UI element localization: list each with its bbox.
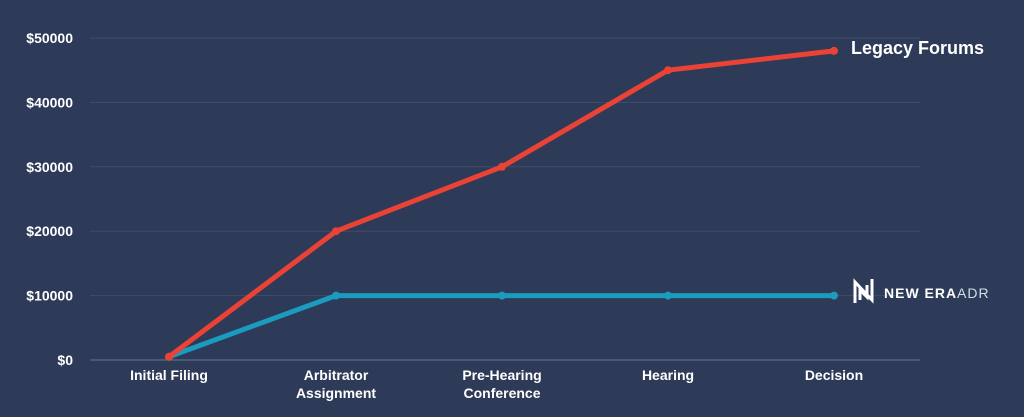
y-tick-label: $30000 [26,159,73,175]
grid-lines [90,37,920,361]
data-point [664,66,672,75]
x-axis-ticks: Initial Filing Arbitrator Assignment Pre-He… [130,367,863,401]
data-point [332,227,340,236]
data-point [830,291,838,300]
y-tick-label: $10000 [26,288,73,304]
data-point [165,352,173,361]
logo-text-adr: ADR [957,285,990,301]
y-tick-label: $0 [57,352,73,368]
data-point [664,291,672,300]
data-point [498,162,506,171]
data-point [830,46,838,55]
data-point [332,291,340,300]
x-tick-label: Hearing [642,367,694,383]
series-lines [165,46,838,361]
y-axis-ticks: $0 $10000 $20000 $30000 $40000 $50000 [26,30,73,368]
x-tick-label: Decision [805,367,863,383]
y-tick-label: $40000 [26,94,73,110]
series-label-legacy-forums: Legacy Forums [851,38,984,58]
y-tick-label: $50000 [26,30,73,46]
x-tick-label: Initial Filing [130,367,208,383]
new-era-adr-logo: NEW ERA ADR [853,278,990,304]
x-tick-label: Pre-Hearing Conference [462,367,541,401]
series-line-0 [166,48,837,360]
data-point [498,291,506,300]
n-mark-logo-icon [853,278,874,304]
x-tick-label: Arbitrator Assignment [296,367,376,401]
series-line-1 [166,293,837,360]
y-tick-label: $20000 [26,223,73,239]
logo-text-new-era: NEW ERA [884,285,957,301]
